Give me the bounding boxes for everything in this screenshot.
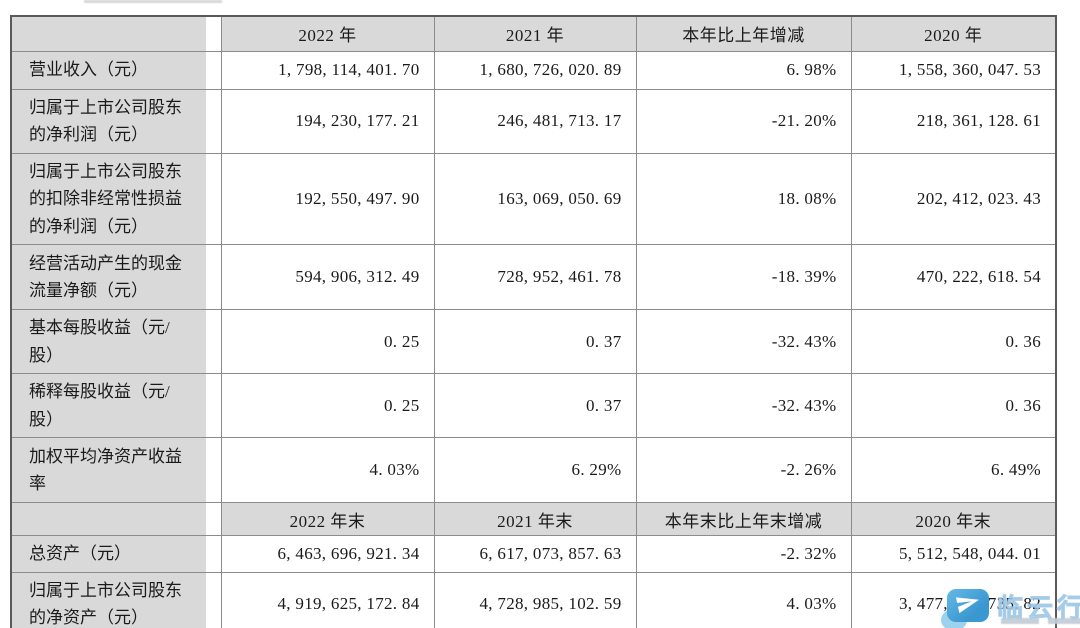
cell-value: 0. 25	[220, 309, 435, 375]
cell-value: 6. 29%	[433, 437, 637, 504]
cell-value: 0. 37	[433, 309, 637, 375]
row-label: 稀释每股收益（元/ 股）	[10, 373, 222, 439]
cell-value: 5, 512, 548, 044. 01	[850, 535, 1057, 573]
cell-value: 0. 36	[850, 373, 1057, 439]
cell-value: 0. 36	[850, 309, 1057, 375]
cell-value: 3, 477, 818, 735. 82	[850, 571, 1057, 628]
col-header-2020: 2020 年	[850, 15, 1057, 52]
table-header-row-yearend: 2022 年末 2021 年末 本年末比上年末增减 2020 年末	[10, 502, 1057, 537]
cell-value: 218, 361, 128. 61	[850, 88, 1057, 154]
cell-value: -18. 39%	[635, 244, 852, 311]
table-row-total-assets: 总资产（元） 6, 463, 696, 921. 34 6, 617, 073,…	[10, 535, 1057, 573]
cell-value: -2. 26%	[635, 437, 852, 504]
cell-value: 1, 798, 114, 401. 70	[220, 50, 435, 90]
cut-off-text-fragment	[84, 0, 222, 3]
corner-cell	[10, 502, 222, 537]
col-header-2022: 2022 年	[220, 15, 435, 52]
table-row-weighted-avg-roe: 加权平均净资产收益 率 4. 03% 6. 29% -2. 26% 6. 49%	[10, 437, 1057, 504]
col-header-yoy-change: 本年比上年增减	[635, 15, 852, 52]
cell-value: -32. 43%	[635, 373, 852, 439]
cell-value: 4, 919, 625, 172. 84	[220, 571, 435, 628]
cell-value: 728, 952, 461. 78	[433, 244, 637, 311]
cell-value: 6, 617, 073, 857. 63	[433, 535, 637, 573]
cell-value: 4, 728, 985, 102. 59	[433, 571, 637, 628]
cell-value: 4. 03%	[635, 571, 852, 628]
cell-value: 0. 37	[433, 373, 637, 439]
cell-value: 202, 412, 023. 43	[850, 152, 1057, 246]
table-row-diluted-eps: 稀释每股收益（元/ 股） 0. 25 0. 37 -32. 43% 0. 36	[10, 373, 1057, 439]
corner-cell	[10, 15, 222, 52]
table-row-basic-eps: 基本每股收益（元/ 股） 0. 25 0. 37 -32. 43% 0. 36	[10, 309, 1057, 375]
row-label: 归属于上市公司股东 的净利润（元）	[10, 88, 222, 154]
cell-value: 0. 25	[220, 373, 435, 439]
col-header-2021-end: 2021 年末	[433, 502, 637, 537]
row-label: 归属于上市公司股东 的扣除非经常性损益 的净利润（元）	[10, 152, 222, 246]
cell-value: 470, 222, 618. 54	[850, 244, 1057, 311]
table-row-revenue: 营业收入（元） 1, 798, 114, 401. 70 1, 680, 726…	[10, 50, 1057, 90]
row-label: 基本每股收益（元/ 股）	[10, 309, 222, 375]
cell-value: 6. 98%	[635, 50, 852, 90]
cell-value: 1, 680, 726, 020. 89	[433, 50, 637, 90]
cell-value: 192, 550, 497. 90	[220, 152, 435, 246]
col-header-2020-end: 2020 年末	[850, 502, 1057, 537]
cell-value: 6. 49%	[850, 437, 1057, 504]
cell-value: 6, 463, 696, 921. 34	[220, 535, 435, 573]
table-row-operating-cash-flow: 经营活动产生的现金 流量净额（元） 594, 906, 312. 49 728,…	[10, 244, 1057, 311]
cell-value: 18. 08%	[635, 152, 852, 246]
cell-value: 163, 069, 050. 69	[433, 152, 637, 246]
cell-value: 594, 906, 312. 49	[220, 244, 435, 311]
col-header-yearend-change: 本年末比上年末增减	[635, 502, 852, 537]
table-row-net-assets: 归属于上市公司股东 的净资产（元） 4, 919, 625, 172. 84 4…	[10, 571, 1057, 628]
cell-value: -2. 32%	[635, 535, 852, 573]
row-label: 营业收入（元）	[10, 50, 222, 90]
cell-value: -21. 20%	[635, 88, 852, 154]
cell-value: 4. 03%	[220, 437, 435, 504]
row-label: 归属于上市公司股东 的净资产（元）	[10, 571, 222, 628]
table-row-net-profit-excl-nonrecurring: 归属于上市公司股东 的扣除非经常性损益 的净利润（元） 192, 550, 49…	[10, 152, 1057, 246]
cell-value: 194, 230, 177. 21	[220, 88, 435, 154]
row-label: 经营活动产生的现金 流量净额（元）	[10, 244, 222, 311]
cell-value: -32. 43%	[635, 309, 852, 375]
table-header-row-period: 2022 年 2021 年 本年比上年增减 2020 年	[10, 15, 1057, 52]
cell-value: 1, 558, 360, 047. 53	[850, 50, 1057, 90]
col-header-2022-end: 2022 年末	[220, 502, 435, 537]
cell-value: 246, 481, 713. 17	[433, 88, 637, 154]
row-label: 加权平均净资产收益 率	[10, 437, 222, 504]
table-row-net-profit: 归属于上市公司股东 的净利润（元） 194, 230, 177. 21 246,…	[10, 88, 1057, 154]
row-label: 总资产（元）	[10, 535, 222, 573]
col-header-2021: 2021 年	[433, 15, 637, 52]
financial-summary-table: 2022 年 2021 年 本年比上年增减 2020 年 营业收入（元） 1, …	[10, 15, 1057, 628]
